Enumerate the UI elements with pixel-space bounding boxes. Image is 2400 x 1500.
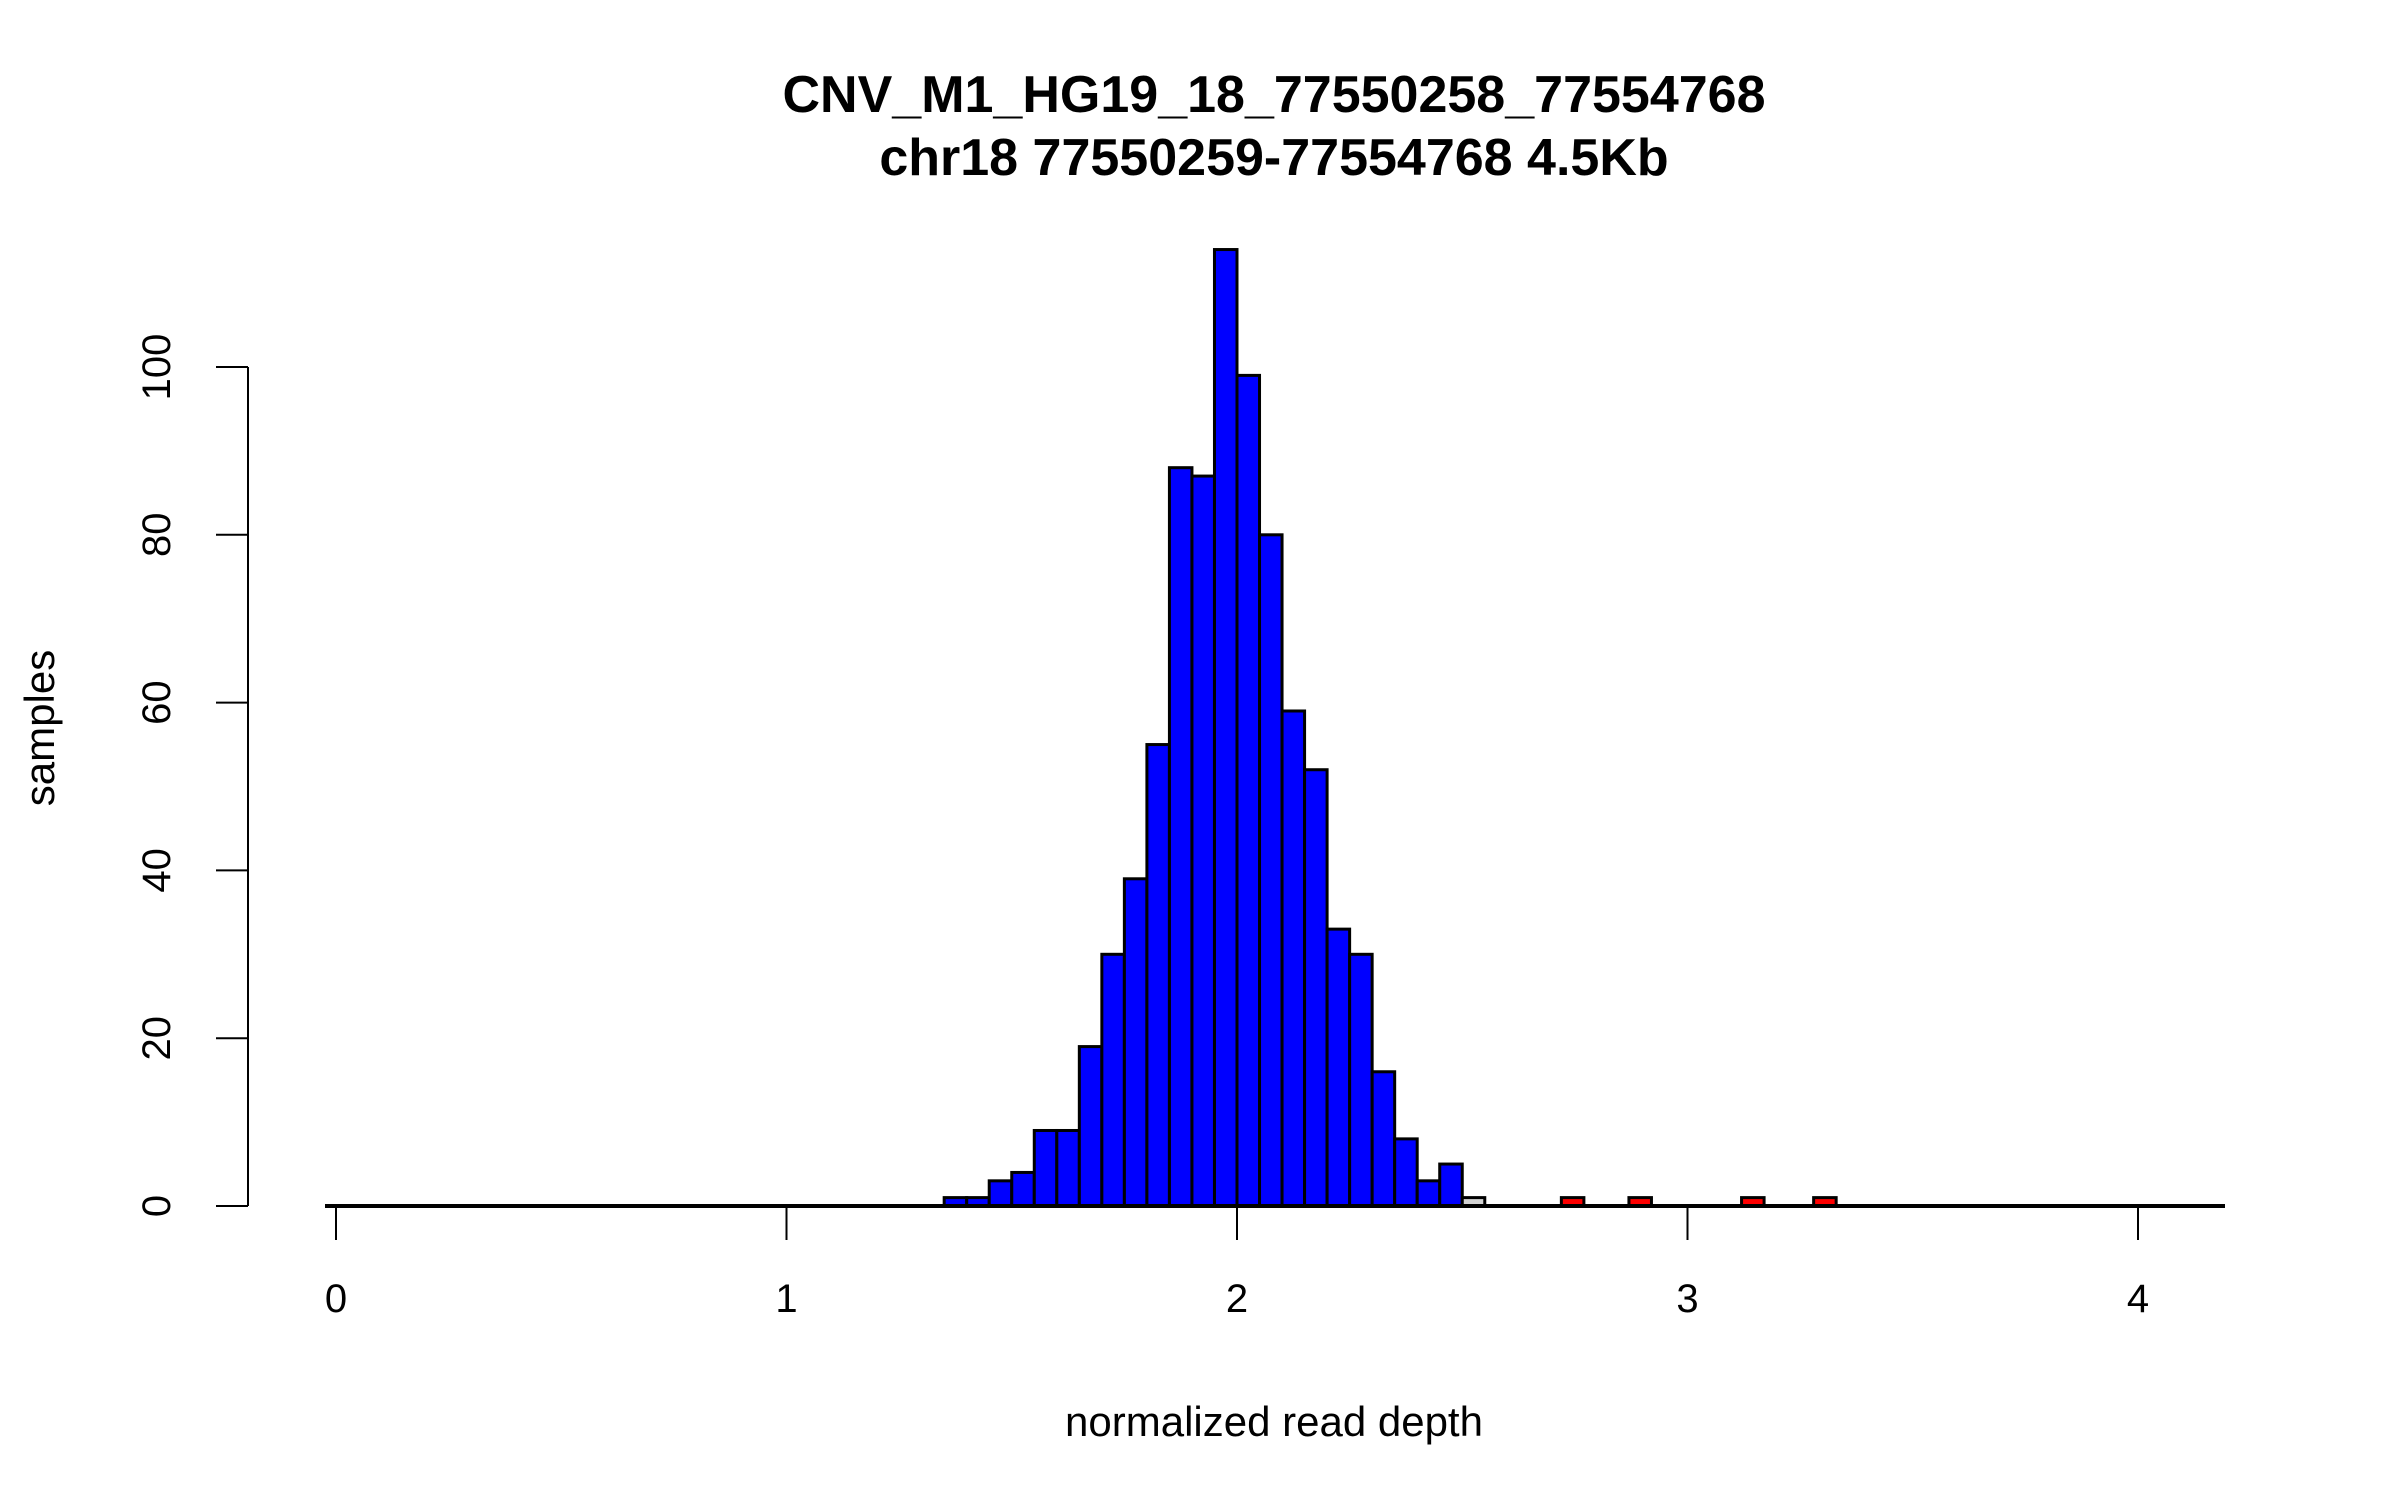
x-tick-label: 2	[1226, 1277, 1248, 1321]
y-tick-label: 100	[135, 334, 179, 401]
x-tick-label: 1	[775, 1277, 797, 1321]
y-tick-label: 20	[135, 1016, 179, 1061]
bar-normal-5	[1055, 1128, 1081, 1208]
bar-normal-6	[1077, 1045, 1104, 1208]
x-axis-label: normalized read depth	[1065, 1398, 1483, 1445]
bar-normal-16	[1303, 768, 1329, 1208]
x-tick-label: 3	[1676, 1277, 1698, 1321]
chart-subtitle: chr18 77550259-77554768 4.5Kb	[879, 129, 1668, 187]
bar-normal-13	[1235, 373, 1262, 1208]
y-tick-label: 80	[135, 513, 179, 558]
bar-normal-15	[1280, 709, 1307, 1208]
bar-normal-8	[1122, 877, 1149, 1208]
bar-normal-18	[1348, 952, 1374, 1208]
x-tick-label: 0	[325, 1277, 347, 1321]
bar-normal-12	[1212, 248, 1239, 1208]
bar-normal-7	[1100, 952, 1126, 1208]
bar-normal-22	[1438, 1162, 1464, 1208]
y-axis-label: samples	[16, 650, 63, 806]
bar-normal-2	[987, 1179, 1014, 1208]
y-axis: 0 20 40 60 80 100	[135, 334, 249, 1217]
x-axis: 0 1 2 3 4	[325, 1206, 2149, 1321]
bar-normal-3	[1010, 1170, 1036, 1208]
bar-normal-20	[1393, 1137, 1419, 1208]
bar-normal-10	[1167, 466, 1194, 1208]
bar-normal-17	[1325, 927, 1352, 1208]
chart-title: CNV_M1_HG19_18_77550258_77554768	[782, 66, 1765, 124]
bar-normal-11	[1190, 474, 1216, 1208]
bars	[942, 248, 1838, 1208]
y-tick-label: 40	[135, 848, 179, 893]
x-tick-label: 4	[2127, 1277, 2149, 1321]
bar-normal-14	[1258, 533, 1284, 1208]
bar-normal-19	[1370, 1070, 1397, 1208]
bar-normal-21	[1415, 1179, 1442, 1208]
bar-normal-9	[1145, 743, 1171, 1208]
y-tick-label: 0	[135, 1195, 179, 1217]
y-tick-label: 60	[135, 680, 179, 725]
bar-normal-4	[1032, 1128, 1059, 1208]
